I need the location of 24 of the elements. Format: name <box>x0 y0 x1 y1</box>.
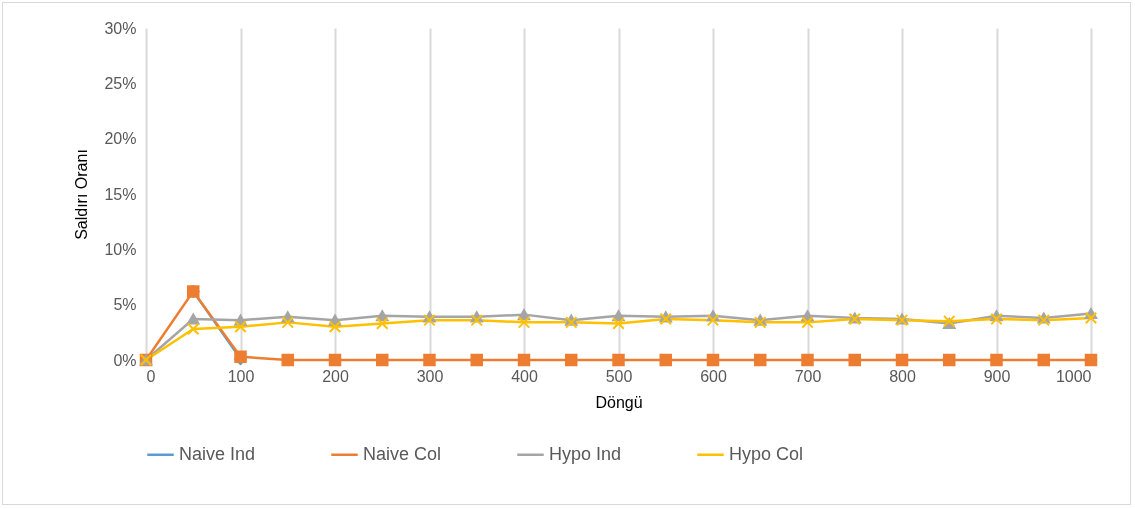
y-tick-label: 30% <box>104 19 137 37</box>
y-tick-label: 10% <box>104 240 137 258</box>
y-tick-label: 20% <box>104 130 137 148</box>
x-tick-label: 100 <box>227 367 255 385</box>
y-tick-label: 0% <box>113 351 137 369</box>
legend-label: Naive Ind <box>179 443 256 464</box>
y-axis-title: Saldırı Oranı <box>73 149 91 240</box>
legend-label: Naive Col <box>363 443 442 464</box>
x-tick-label: 500 <box>605 367 633 385</box>
x-tick-label: 900 <box>983 367 1011 385</box>
y-tick-label: 5% <box>113 296 137 314</box>
x-tick-label: 300 <box>416 367 444 385</box>
y-tick-label: 25% <box>104 74 137 92</box>
x-axis-title: Döngü <box>595 393 643 411</box>
legend-label: Hypo Ind <box>549 443 622 464</box>
y-tick-label: 15% <box>104 185 137 203</box>
legend-label: Hypo Col <box>729 443 804 464</box>
x-tick-label: 400 <box>511 367 538 385</box>
x-tick-label: 600 <box>700 367 727 385</box>
x-tick-label: 800 <box>889 367 916 385</box>
x-tick-label: 200 <box>322 367 349 385</box>
x-tick-label: 700 <box>794 367 822 385</box>
x-tick-label: 0 <box>146 367 156 385</box>
x-tick-label: 1000 <box>1055 367 1092 385</box>
